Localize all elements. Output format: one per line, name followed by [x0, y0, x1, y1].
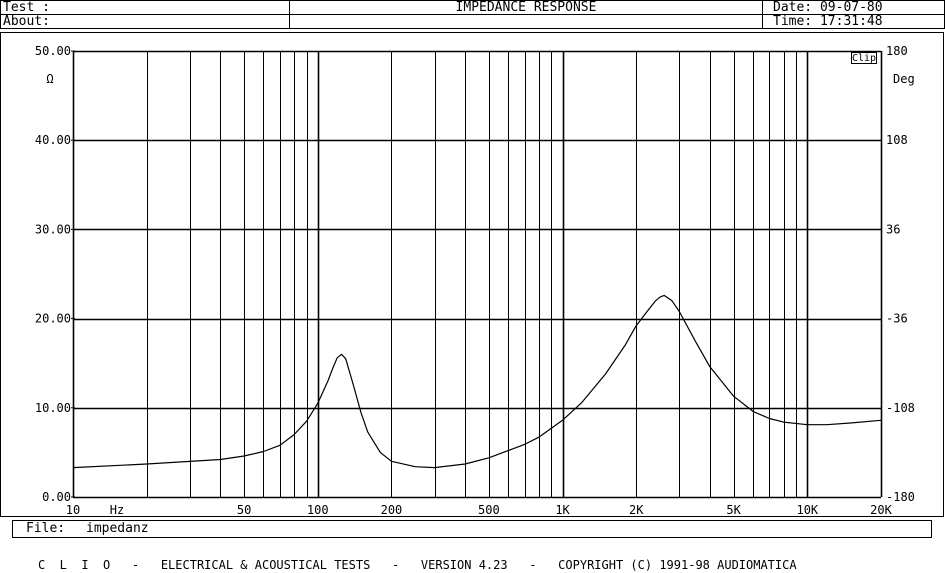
y2-tick-label: 36: [886, 222, 900, 236]
page-title: IMPEDANCE RESPONSE: [455, 0, 597, 15]
about-label: About:: [3, 14, 50, 29]
y2-tick-label: -108: [886, 401, 915, 415]
x-unit-label: Hz: [110, 503, 124, 517]
y-tick-label: 10.00: [35, 401, 71, 415]
x-tick-label: 5K: [726, 503, 741, 517]
y-axis-label: Ω: [46, 72, 53, 86]
x-tick-label: 500: [478, 503, 500, 517]
y2-tick-label: -180: [886, 490, 915, 504]
x-tick-label: 20K: [870, 503, 892, 517]
clip-label: Clip: [852, 53, 876, 64]
y-tick-label: 50.00: [35, 44, 71, 58]
date-text: Date: 09-07-80: [773, 0, 883, 15]
header-bar: Test : About: IMPEDANCE RESPONSE Date: 0…: [0, 0, 945, 29]
file-name: impedanz: [86, 521, 149, 536]
chart-frame: [0, 32, 944, 517]
impedance-curve: [72, 294, 882, 469]
y2-tick-label: 108: [886, 133, 908, 147]
x-tick-label: 10: [66, 503, 80, 517]
y2-tick-label: -36: [886, 312, 908, 326]
y2-tick-label: 180: [886, 44, 908, 58]
impedance-chart: 0.00 10.00 20.00 30.00 40.00 50.00 -180 -108 -36…: [0, 32, 944, 517]
y-tick-label: 0.00: [42, 490, 71, 504]
x-tick-label: 1K: [555, 503, 570, 517]
x-tick-label: 50: [237, 503, 251, 517]
y2-axis-label: Deg: [893, 72, 915, 86]
footer-banner: C L I O - ELECTRICAL & ACOUSTICAL TESTS …: [0, 541, 945, 572]
y-tick-label: 40.00: [35, 133, 71, 147]
footer-text: C L I O - ELECTRICAL & ACOUSTICAL TESTS …: [38, 558, 797, 572]
x-tick-label: 2K: [629, 503, 644, 517]
file-label: File:: [26, 521, 66, 536]
file-bar: File: impedanz: [12, 520, 932, 538]
x-tick-label: 200: [381, 503, 403, 517]
clip-indicator-box: [851, 52, 877, 64]
x-tick-label: 10K: [796, 503, 818, 517]
y-tick-label: 30.00: [35, 222, 71, 236]
y-tick-label: 20.00: [35, 312, 71, 326]
time-text: Time: 17:31:48: [773, 14, 883, 29]
x-tick-label: 100: [307, 503, 329, 517]
test-label: Test :: [3, 0, 50, 15]
